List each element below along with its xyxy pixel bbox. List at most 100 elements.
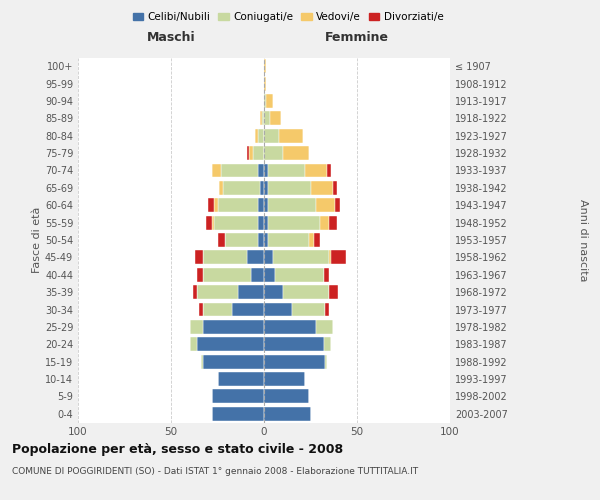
Bar: [316, 320, 333, 334]
Bar: [264, 390, 308, 404]
Bar: [238, 285, 264, 299]
Bar: [247, 250, 264, 264]
Bar: [268, 181, 311, 195]
Bar: [259, 216, 264, 230]
Bar: [264, 250, 274, 264]
Bar: [329, 216, 337, 230]
Bar: [264, 94, 266, 108]
Bar: [266, 94, 274, 108]
Bar: [305, 164, 327, 177]
Bar: [190, 338, 197, 351]
Bar: [193, 285, 197, 299]
Bar: [203, 268, 251, 281]
Bar: [268, 198, 316, 212]
Bar: [260, 112, 262, 126]
Bar: [308, 233, 314, 247]
Bar: [212, 390, 264, 404]
Text: Femmine: Femmine: [325, 30, 389, 44]
Bar: [264, 407, 311, 421]
Bar: [264, 233, 268, 247]
Bar: [264, 112, 269, 126]
Bar: [329, 250, 331, 264]
Bar: [214, 198, 218, 212]
Bar: [203, 302, 232, 316]
Bar: [331, 250, 346, 264]
Bar: [259, 129, 264, 142]
Bar: [264, 338, 323, 351]
Bar: [264, 372, 305, 386]
Bar: [218, 372, 264, 386]
Bar: [264, 320, 316, 334]
Bar: [311, 181, 333, 195]
Bar: [264, 181, 268, 195]
Legend: Celibi/Nubili, Coniugati/e, Vedovi/e, Divorziati/e: Celibi/Nubili, Coniugati/e, Vedovi/e, Di…: [128, 8, 448, 26]
Bar: [325, 354, 327, 368]
Bar: [247, 146, 249, 160]
Bar: [335, 198, 340, 212]
Bar: [323, 338, 331, 351]
Bar: [259, 198, 264, 212]
Bar: [255, 129, 259, 142]
Bar: [264, 302, 292, 316]
Bar: [212, 216, 214, 230]
Bar: [197, 338, 264, 351]
Bar: [232, 302, 264, 316]
Bar: [190, 320, 203, 334]
Bar: [259, 233, 264, 247]
Bar: [329, 285, 338, 299]
Bar: [264, 76, 266, 90]
Bar: [203, 250, 247, 264]
Text: COMUNE DI POGGIRIDENTI (SO) - Dati ISTAT 1° gennaio 2008 - Elaborazione TUTTITAL: COMUNE DI POGGIRIDENTI (SO) - Dati ISTAT…: [12, 468, 418, 476]
Bar: [218, 233, 225, 247]
Bar: [292, 302, 325, 316]
Bar: [323, 268, 329, 281]
Bar: [316, 198, 335, 212]
Bar: [203, 354, 264, 368]
Bar: [201, 354, 203, 368]
Bar: [225, 233, 259, 247]
Bar: [275, 268, 323, 281]
Bar: [206, 216, 212, 230]
Bar: [314, 233, 320, 247]
Bar: [208, 198, 214, 212]
Bar: [269, 112, 281, 126]
Bar: [262, 112, 264, 126]
Bar: [264, 216, 268, 230]
Bar: [195, 250, 203, 264]
Bar: [268, 164, 305, 177]
Bar: [264, 129, 279, 142]
Bar: [283, 146, 308, 160]
Bar: [251, 268, 264, 281]
Bar: [268, 216, 320, 230]
Text: Popolazione per età, sesso e stato civile - 2008: Popolazione per età, sesso e stato civil…: [12, 442, 343, 456]
Bar: [325, 302, 329, 316]
Bar: [197, 268, 203, 281]
Bar: [259, 164, 264, 177]
Text: Maschi: Maschi: [146, 30, 196, 44]
Bar: [333, 181, 337, 195]
Bar: [253, 146, 264, 160]
Bar: [203, 320, 264, 334]
Bar: [279, 129, 303, 142]
Bar: [221, 164, 259, 177]
Bar: [212, 407, 264, 421]
Bar: [220, 181, 223, 195]
Bar: [264, 146, 283, 160]
Bar: [264, 268, 275, 281]
Bar: [223, 181, 260, 195]
Bar: [197, 285, 238, 299]
Bar: [218, 198, 259, 212]
Text: Anni di nascita: Anni di nascita: [578, 198, 588, 281]
Bar: [274, 250, 329, 264]
Bar: [283, 285, 329, 299]
Bar: [249, 146, 253, 160]
Bar: [264, 59, 266, 73]
Bar: [214, 216, 259, 230]
Bar: [264, 164, 268, 177]
Bar: [320, 216, 329, 230]
Bar: [264, 354, 325, 368]
Bar: [264, 198, 268, 212]
Bar: [327, 164, 331, 177]
Bar: [212, 164, 221, 177]
Bar: [199, 302, 203, 316]
